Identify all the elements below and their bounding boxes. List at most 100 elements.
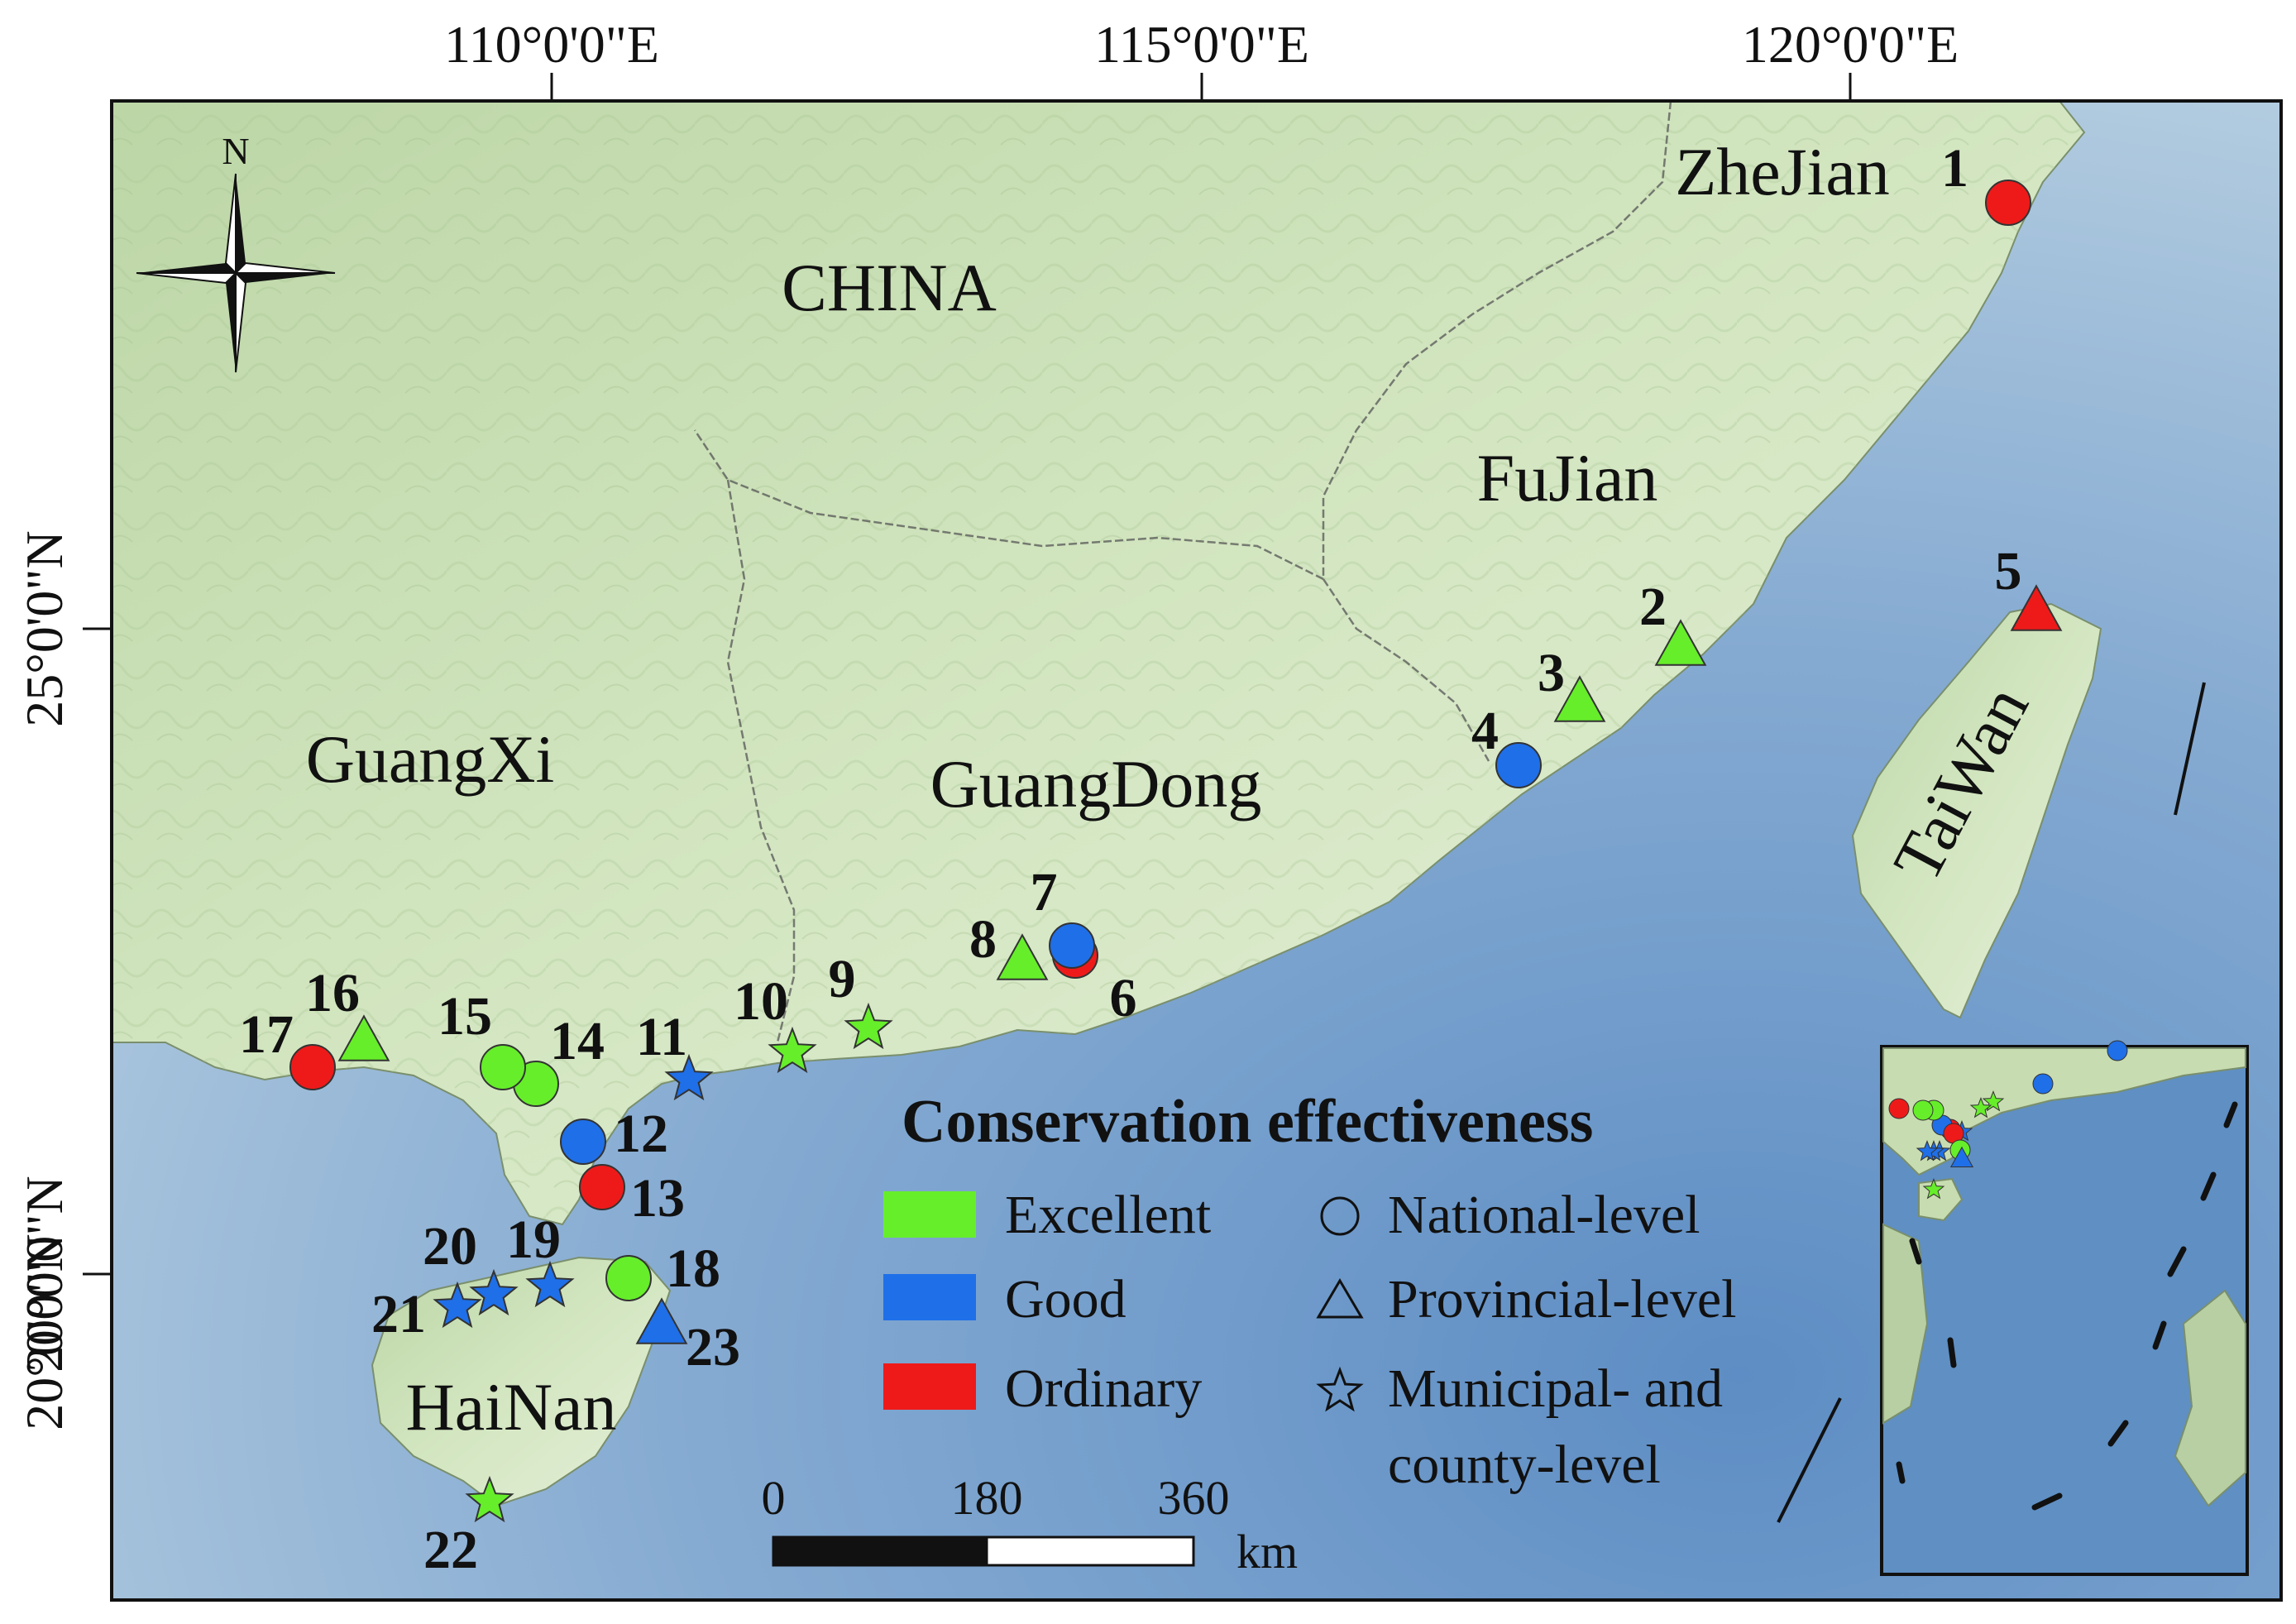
site-3-label: 3 bbox=[1538, 643, 1565, 703]
compass-west-point bbox=[136, 263, 236, 273]
inset-site-7-marker bbox=[2107, 1040, 2128, 1061]
site-15-label: 15 bbox=[438, 986, 492, 1047]
legend: Conservation effectiveness Excellent Goo… bbox=[883, 1088, 1737, 1495]
scale-bar: 0 180 360 km bbox=[762, 1471, 1299, 1578]
site-23-label: 23 bbox=[686, 1317, 740, 1377]
site-23-provincial-marker bbox=[635, 1297, 688, 1344]
inset-nine-dash-line bbox=[1896, 1101, 2238, 1511]
legend-swatch-good bbox=[883, 1274, 976, 1320]
taiwan-island bbox=[1851, 602, 2102, 1019]
site-22-municipal-marker bbox=[465, 1475, 514, 1523]
graticule-labels: 110°0'0"E 115°0'0"E 120°0'0"E 25°0'0"N 2… bbox=[15, 15, 1959, 1430]
legend-label-excellent: Excellent bbox=[1005, 1185, 1211, 1245]
site-3-provincial-marker bbox=[1553, 675, 1606, 722]
lon-label-115: 115°0'0"E bbox=[1094, 15, 1309, 74]
sea-boundary-lines bbox=[1777, 682, 2206, 1523]
inset-site-21-marker bbox=[1916, 1140, 1939, 1162]
inset-site-1-marker bbox=[1888, 1098, 1910, 1119]
compass-south-point bbox=[226, 273, 236, 372]
compass-east-point bbox=[236, 273, 335, 283]
site-2-provincial-marker bbox=[1654, 619, 1707, 666]
scale-tick-0: 0 bbox=[762, 1471, 786, 1525]
north-arrow: N bbox=[136, 130, 336, 373]
site-6-label: 6 bbox=[1110, 968, 1137, 1028]
lat-label-20-lower: 20°0'0"N bbox=[15, 1234, 74, 1430]
site-12-label: 12 bbox=[614, 1104, 668, 1164]
inset-map bbox=[1880, 1040, 2249, 1576]
inset-site-10-marker bbox=[1969, 1097, 1992, 1119]
site-15-national-marker bbox=[480, 1044, 526, 1090]
site-17-national-marker bbox=[289, 1044, 336, 1090]
inset-site-9-marker bbox=[1982, 1090, 2005, 1112]
site-11-label: 11 bbox=[636, 1007, 687, 1067]
site-20-municipal-marker bbox=[469, 1268, 519, 1316]
legend-swatch-ordinary bbox=[883, 1363, 976, 1410]
site-22-label: 22 bbox=[423, 1520, 478, 1580]
legend-municipal-star-icon bbox=[1316, 1366, 1364, 1412]
site-8-label: 8 bbox=[969, 909, 997, 970]
scale-tick-360: 360 bbox=[1158, 1471, 1230, 1525]
scale-unit: km bbox=[1236, 1525, 1298, 1578]
legend-national-circle-icon bbox=[1320, 1196, 1360, 1236]
inset-site-15-marker bbox=[1912, 1099, 1934, 1121]
label-zhejiang: ZheJian bbox=[1675, 134, 1890, 209]
label-guangxi: GuangXi bbox=[306, 721, 555, 797]
legend-label-municipal-1: Municipal- and bbox=[1388, 1358, 1723, 1419]
site-21-label: 21 bbox=[371, 1284, 426, 1344]
terrain-texture bbox=[112, 101, 2084, 1224]
compass-label: N bbox=[222, 130, 249, 172]
site-10-municipal-marker bbox=[768, 1026, 817, 1074]
site-1-national-marker bbox=[1985, 180, 2031, 226]
site-19-label: 19 bbox=[506, 1210, 561, 1270]
scale-bar-white-segment bbox=[985, 1535, 1195, 1567]
lat-label-20-upper: 20°0'0"N bbox=[15, 1176, 74, 1372]
site-7-national-marker bbox=[1049, 922, 1095, 969]
site-17-label: 17 bbox=[239, 1004, 294, 1065]
inset-mainland bbox=[1882, 1047, 2246, 1176]
legend-label-national: National-level bbox=[1388, 1185, 1700, 1245]
site-8-provincial-marker bbox=[996, 933, 1049, 980]
site-13-national-marker bbox=[579, 1164, 625, 1210]
main-map bbox=[110, 99, 2283, 1602]
legend-label-ordinary: Ordinary bbox=[1005, 1358, 1202, 1419]
label-hainan: HaiNan bbox=[405, 1369, 616, 1444]
map-frame bbox=[110, 99, 2283, 1602]
legend-label-municipal-2: county-level bbox=[1388, 1435, 1661, 1495]
site-9-municipal-marker bbox=[844, 1002, 893, 1050]
legend-swatch-excellent bbox=[883, 1191, 976, 1238]
legend-provincial-triangle-icon bbox=[1316, 1278, 1364, 1319]
inset-site-markers bbox=[1888, 1040, 2128, 1200]
lat-label-25: 25°0'0"N bbox=[15, 530, 74, 726]
site-14-label: 14 bbox=[550, 1011, 605, 1071]
compass-east-point-light bbox=[233, 261, 336, 274]
legend-title: Conservation effectiveness bbox=[902, 1088, 1593, 1156]
site-7-label: 7 bbox=[1031, 862, 1058, 922]
compass-west-point-light bbox=[136, 272, 238, 285]
site-11-municipal-marker bbox=[664, 1053, 714, 1101]
site-4-national-marker bbox=[1495, 742, 1542, 788]
site-16-provincial-marker bbox=[337, 1014, 390, 1061]
site-2-label: 2 bbox=[1639, 577, 1667, 637]
site-5-provincial-marker bbox=[2010, 584, 2063, 631]
site-20-label: 20 bbox=[423, 1216, 477, 1277]
inset-philippines bbox=[2174, 1289, 2246, 1507]
compass-north-point bbox=[236, 174, 246, 273]
label-china: CHINA bbox=[782, 250, 997, 325]
province-borders bbox=[693, 100, 1672, 1043]
inset-site-4-marker bbox=[2032, 1073, 2054, 1095]
site-19-municipal-marker bbox=[525, 1260, 575, 1308]
lon-label-110: 110°0'0"E bbox=[444, 15, 659, 74]
label-guangdong: GuangDong bbox=[930, 746, 1262, 822]
legend-label-good: Good bbox=[1005, 1269, 1126, 1329]
site-21-municipal-marker bbox=[433, 1281, 482, 1329]
site-13-label: 13 bbox=[630, 1168, 685, 1229]
inset-site-22-marker bbox=[1922, 1178, 1945, 1200]
site-12-national-marker bbox=[560, 1119, 606, 1165]
site-4-label: 4 bbox=[1471, 701, 1499, 761]
scale-bar-black-segment bbox=[772, 1535, 988, 1567]
site-18-label: 18 bbox=[666, 1238, 720, 1299]
scale-tick-180: 180 bbox=[951, 1471, 1023, 1525]
inset-site-23-marker bbox=[1949, 1146, 1974, 1168]
site-5-label: 5 bbox=[1995, 541, 2022, 601]
